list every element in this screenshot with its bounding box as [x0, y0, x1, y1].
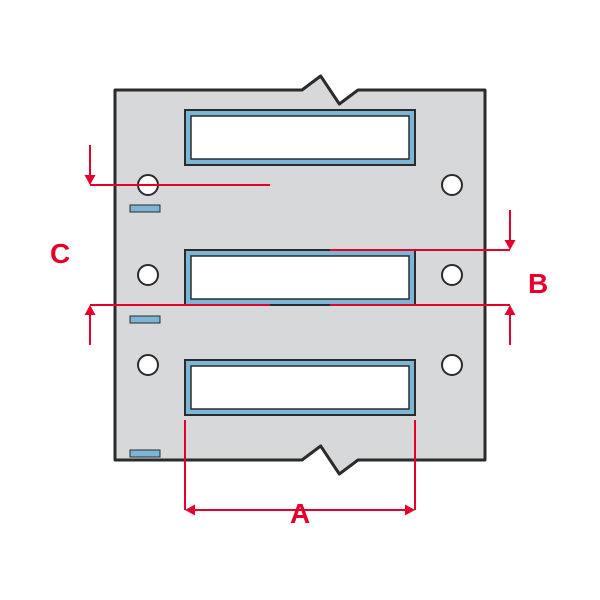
- dim-arrowhead: [505, 305, 516, 315]
- sleeve-inner: [191, 366, 409, 409]
- dim-arrowhead: [405, 505, 415, 516]
- dim-arrowhead: [185, 505, 195, 516]
- sprocket-hole: [442, 175, 462, 195]
- sprocket-hole: [442, 355, 462, 375]
- index-mark: [130, 450, 160, 457]
- sleeve-inner: [191, 116, 409, 159]
- dimension-label-b: B: [528, 268, 548, 300]
- sprocket-hole: [442, 265, 462, 285]
- index-mark: [130, 316, 160, 323]
- dim-arrowhead: [85, 175, 96, 185]
- index-mark: [130, 205, 160, 212]
- dimension-label-a: A: [290, 498, 310, 530]
- dim-arrowhead: [505, 240, 516, 250]
- dimension-label-c: C: [50, 238, 70, 270]
- sleeve-inner: [191, 256, 409, 299]
- diagram-stage: A B C: [0, 0, 600, 600]
- sprocket-hole: [138, 265, 158, 285]
- dim-arrowhead: [85, 305, 96, 315]
- sprocket-hole: [138, 355, 158, 375]
